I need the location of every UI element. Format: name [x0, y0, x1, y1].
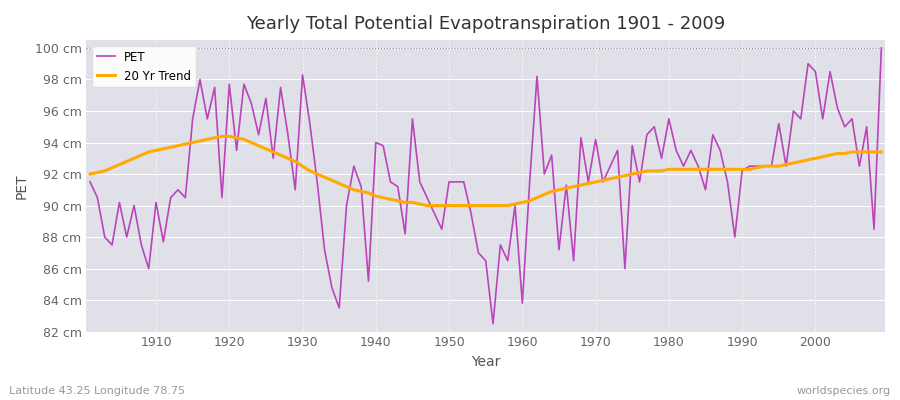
- 20 Yr Trend: [525, 198, 535, 203]
- PET: [612, 148, 623, 153]
- 20 Yr Trend: [876, 150, 886, 154]
- PET: [304, 121, 315, 126]
- Y-axis label: PET: PET: [15, 173, 29, 199]
- Line: 20 Yr Trend: 20 Yr Trend: [90, 136, 881, 206]
- 20 Yr Trend: [143, 150, 154, 154]
- Text: worldspecies.org: worldspecies.org: [796, 386, 891, 396]
- Title: Yearly Total Potential Evapotranspiration 1901 - 2009: Yearly Total Potential Evapotranspiratio…: [246, 15, 725, 33]
- PET: [525, 180, 535, 184]
- 20 Yr Trend: [422, 203, 433, 208]
- PET: [876, 46, 886, 50]
- 20 Yr Trend: [85, 172, 95, 176]
- PET: [143, 266, 154, 271]
- PET: [348, 164, 359, 168]
- 20 Yr Trend: [217, 134, 228, 139]
- PET: [488, 321, 499, 326]
- Line: PET: PET: [90, 48, 881, 324]
- PET: [85, 180, 95, 184]
- 20 Yr Trend: [532, 195, 543, 200]
- X-axis label: Year: Year: [471, 355, 500, 369]
- 20 Yr Trend: [619, 173, 630, 178]
- Text: Latitude 43.25 Longitude 78.75: Latitude 43.25 Longitude 78.75: [9, 386, 185, 396]
- PET: [517, 301, 527, 306]
- 20 Yr Trend: [311, 172, 322, 176]
- 20 Yr Trend: [356, 189, 366, 194]
- Legend: PET, 20 Yr Trend: PET, 20 Yr Trend: [93, 46, 196, 87]
